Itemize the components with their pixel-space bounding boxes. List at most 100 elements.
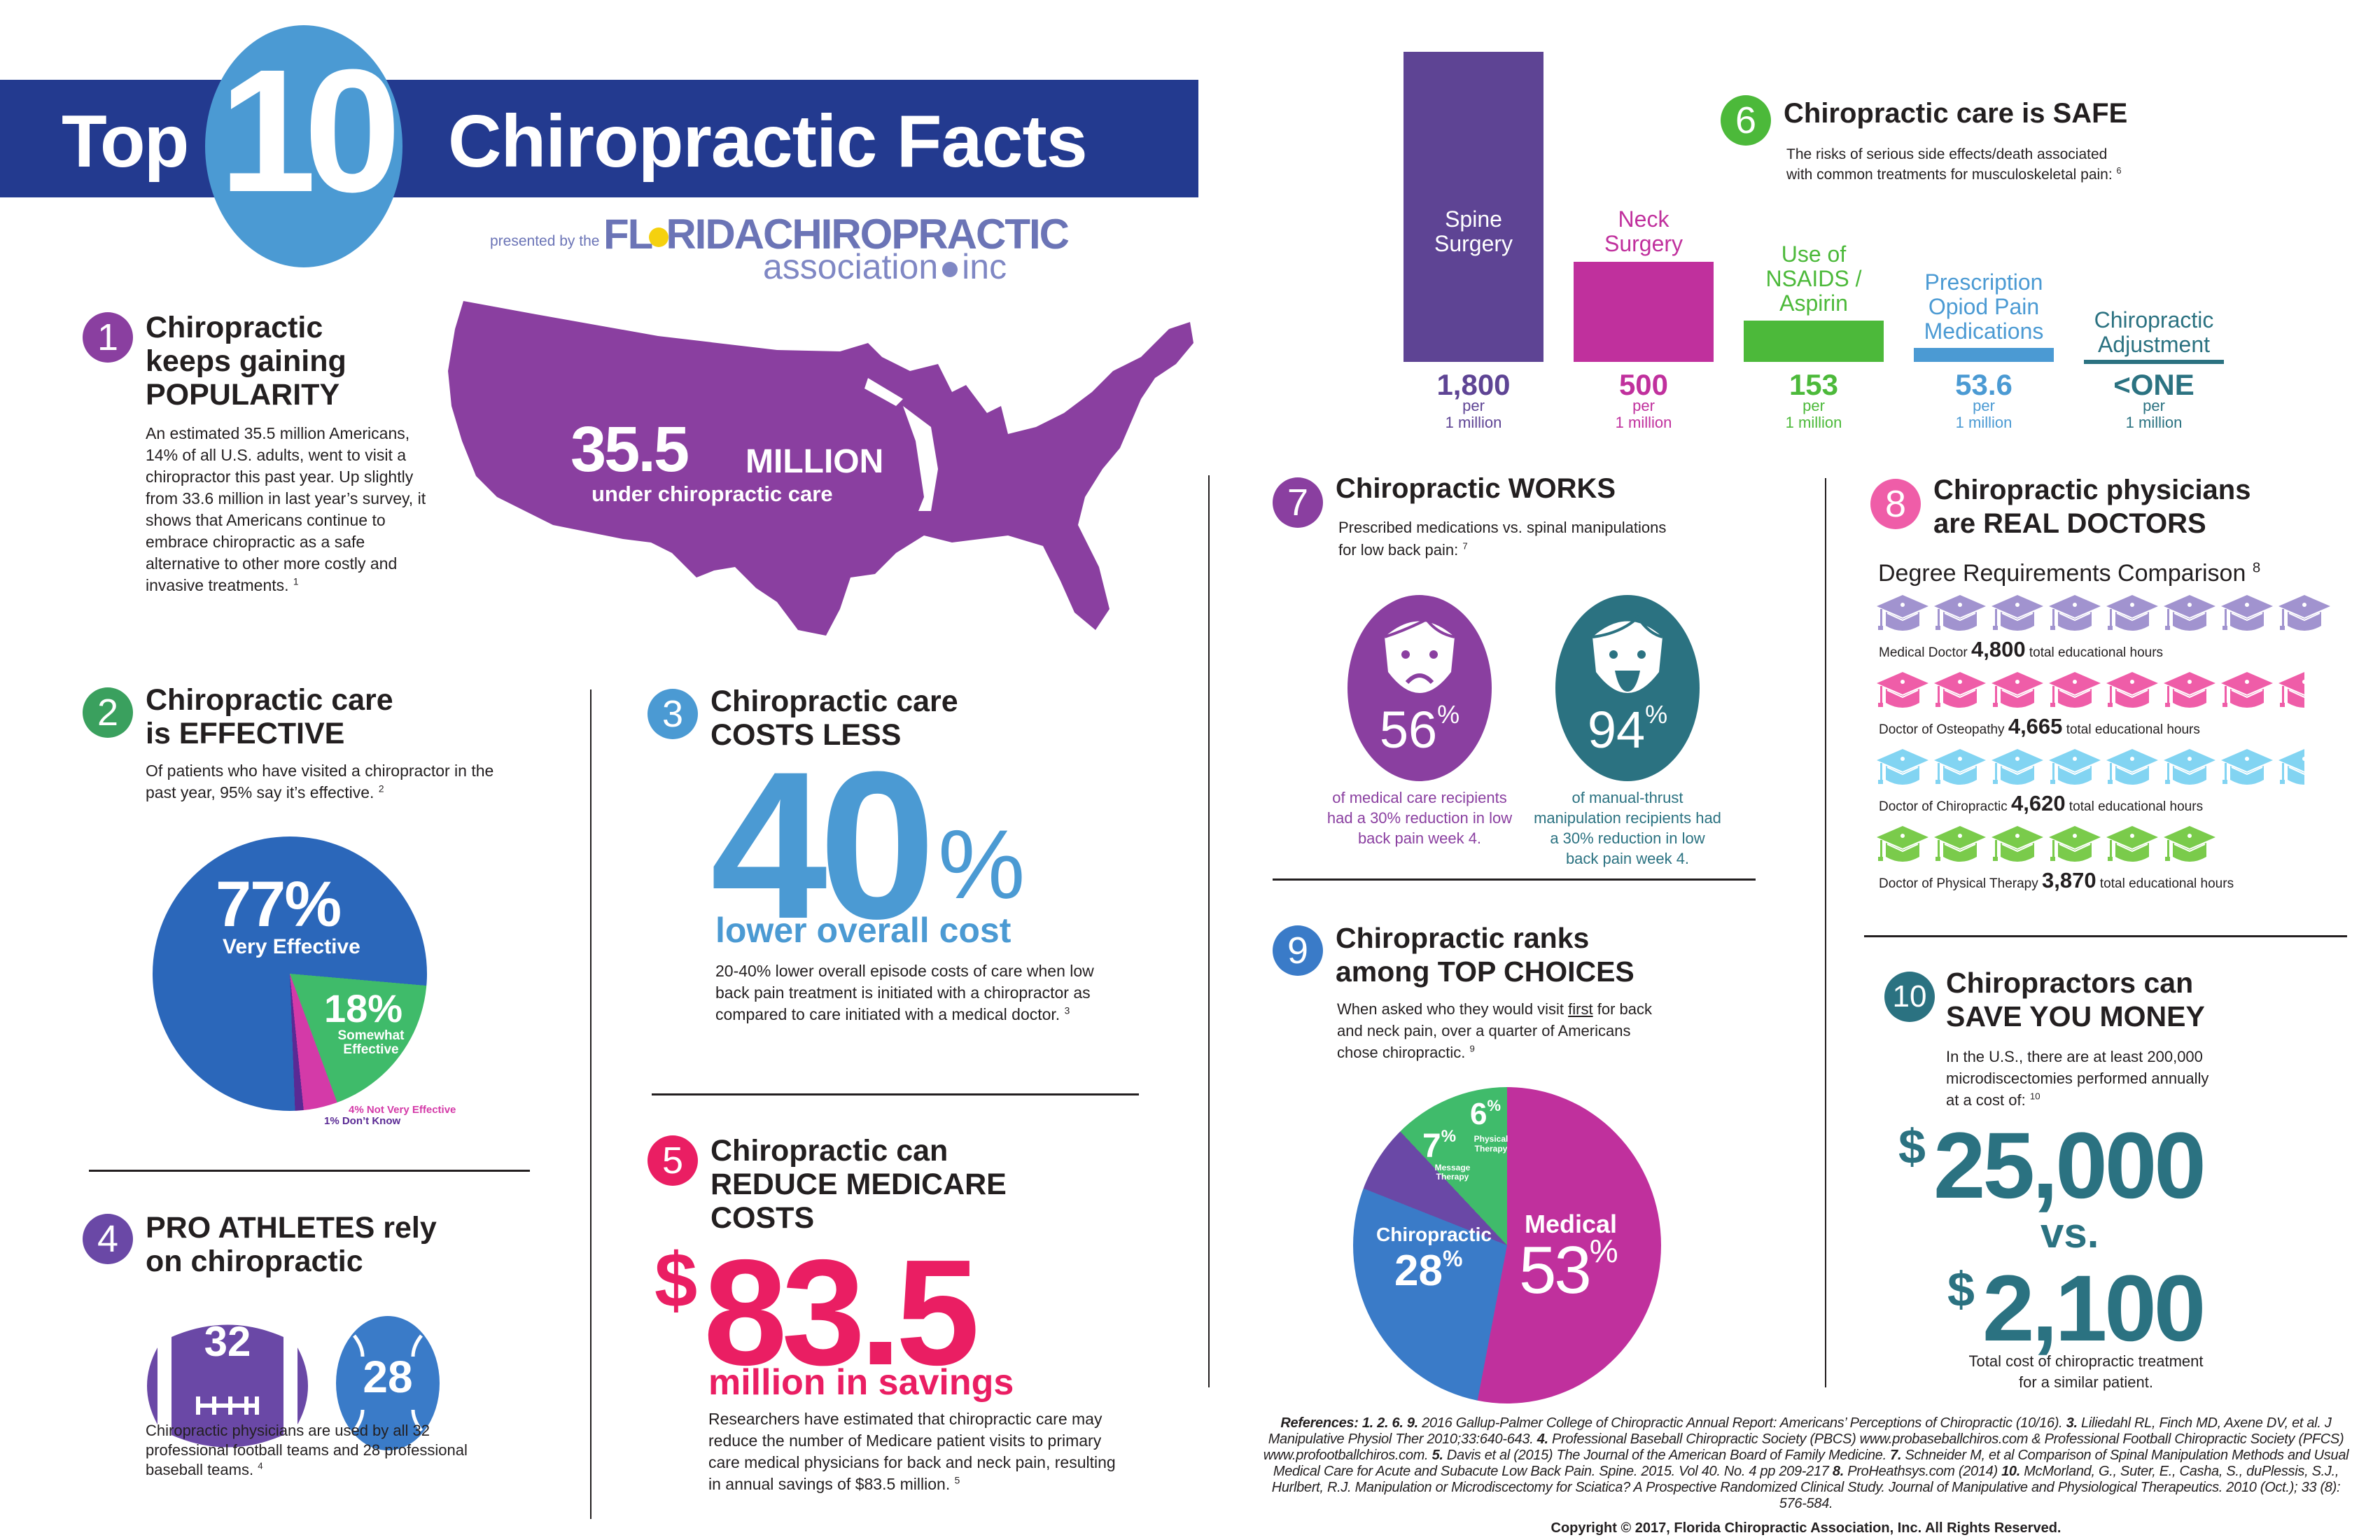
pie2-very-label: Very Effective: [223, 935, 360, 958]
divider: [652, 1093, 1139, 1096]
divider: [89, 1170, 530, 1172]
column-divider: [590, 690, 592, 1519]
bar-neck-value: 500: [1618, 368, 1669, 401]
fact2-title-line2: is EFFECTIVE: [146, 717, 345, 750]
degree-suffix: total educational hours: [2099, 876, 2234, 891]
pie2-somewhat-line1: Somewhat: [337, 1028, 405, 1043]
ref-num: 10.: [2001, 1464, 2021, 1479]
degree-caption: Doctor of Osteopathy 4,665 total educati…: [1879, 714, 2200, 739]
pct-sign: %: [1441, 1127, 1457, 1146]
bar-label-line: Adjustment: [2097, 332, 2211, 357]
fact1-title-line2: keeps gaining: [146, 344, 346, 378]
map-stat-caption: under chiropractic care: [592, 482, 833, 506]
fact3-title-line2: COSTS LESS: [710, 718, 902, 752]
map-stat-unit: MILLION: [746, 443, 884, 480]
us-map-icon: [448, 301, 1194, 636]
ref-num: 8.: [1832, 1464, 1844, 1479]
fact6-body-line1: The risks of serious side effects/death …: [1786, 146, 2108, 162]
fact10-body-line2: microdiscectomies performed annually: [1946, 1070, 2209, 1087]
fact10-ref: 10: [2029, 1091, 2040, 1102]
bar-neck-per: per 1 million: [1574, 398, 1714, 431]
pie2-somewhat-pct: 18%: [324, 986, 403, 1030]
pie2-somewhat-label: Somewhat Effective: [329, 1029, 413, 1057]
fact6-badge: 6: [1721, 95, 1771, 146]
bar-spine-surgery: [1404, 52, 1544, 362]
graduation-cap-icon: [1991, 826, 2043, 862]
fact2-body: Of patients who have visited a chiroprac…: [146, 760, 510, 804]
bar-label-line: Surgery: [1604, 231, 1684, 256]
fact10-caption-line1: Total cost of chiropractic treatment: [1968, 1352, 2204, 1370]
graduation-cap-icon: [1934, 826, 1986, 862]
fact5-subtitle: million in savings: [708, 1362, 1014, 1403]
graduation-cap-icon: [2278, 595, 2330, 631]
ref-text: Liliedahl RL, Finch MD, Axene DV, et al.…: [1268, 1415, 2332, 1447]
graduation-cap-icon: [1934, 595, 1986, 631]
graduation-cap-icon: [2221, 672, 2273, 708]
fact5-title: Chiropractic can REDUCE MEDICARE COSTS: [710, 1134, 1007, 1235]
degree-caption: Doctor of Chiropractic 4,620 total educa…: [1879, 791, 2203, 816]
fact4-body: Chiropractic physicians are used by all …: [146, 1421, 468, 1480]
graduation-cap-icon: [1877, 595, 1928, 631]
fact7-title: Chiropractic WORKS: [1336, 473, 1616, 504]
graduation-cap-icon: [1934, 749, 1986, 785]
fact4-title-line1: PRO ATHLETES rely: [146, 1211, 437, 1245]
pct-sign: %: [1589, 1233, 1618, 1269]
title-banner: [0, 80, 1198, 197]
fact1-body-text: An estimated 35.5 million Americans, 14%…: [146, 424, 426, 594]
bar-opioids: [1914, 348, 2054, 362]
cap-row: [1876, 671, 2304, 718]
fact9-badge: 9: [1273, 925, 1323, 976]
fact1-title: Chiropractic keeps gaining POPULARITY: [146, 311, 346, 412]
fact7-ref: 7: [1462, 540, 1468, 552]
fact6-ref: 6: [2116, 166, 2122, 176]
degree-hours: 3,870: [2042, 868, 2096, 892]
fact9-title: Chiropractic ranks among TOP CHOICES: [1336, 921, 1634, 988]
cap-row: [1876, 748, 2304, 794]
fact3-ref: 3: [1064, 1005, 1070, 1016]
bar-neck-label: Neck Surgery: [1574, 207, 1714, 256]
logo-sun-icon: [649, 227, 669, 248]
fact2-body-text: Of patients who have visited a chiroprac…: [146, 762, 494, 802]
fact5-dollar: $: [654, 1238, 698, 1324]
medical-care-pct: 56%: [1348, 700, 1492, 760]
pct-number: 6: [1470, 1097, 1488, 1131]
fact8-title-line1: Chiropractic physicians: [1933, 475, 2251, 505]
effectiveness-pie-chart: [153, 836, 427, 1111]
fact3-body-text: 20-40% lower overall episode costs of ca…: [715, 962, 1094, 1023]
fact9-ref: 9: [1469, 1043, 1475, 1054]
bar-label-line: Spine: [1445, 206, 1502, 232]
references: References: 1. 2. 6. 9. 2016 Gallup-Palm…: [1260, 1415, 2352, 1512]
bar-chiro-label: Chiropractic Adjustment: [2077, 308, 2231, 357]
degree-hours: 4,665: [2008, 714, 2063, 738]
label-line: Therapy: [1474, 1144, 1508, 1154]
degree-label: Medical Doctor: [1879, 645, 1968, 660]
fact1-title-line3: POPULARITY: [146, 378, 340, 412]
label-line: Message: [1434, 1163, 1471, 1172]
fact5-title-line2: REDUCE MEDICARE: [710, 1168, 1007, 1201]
graduation-cap-icon: [2106, 826, 2158, 862]
fact9-body: When asked who they would visit first fo…: [1337, 998, 1652, 1063]
cost-surgery-dollar: $: [1898, 1119, 1926, 1174]
per-text: 1 million: [1785, 414, 1842, 431]
fact10-title-line2: SAVE YOU MONEY: [1946, 1000, 2205, 1032]
pie9-massage-label: Message Therapy: [1428, 1163, 1477, 1182]
fact7-badge: 7: [1273, 477, 1323, 528]
graduation-cap-icon: [2049, 826, 2101, 862]
fact5-big-number: 83.5: [704, 1228, 979, 1396]
pct-number: 7: [1422, 1128, 1441, 1165]
graduation-cap-icon: [2049, 749, 2101, 785]
ref-text: Professional Baseball Chiropractic Socie…: [1263, 1432, 2344, 1463]
manipulation-caption: of manual-thrust manipulation recipients…: [1534, 789, 1721, 867]
bar-nsaids: [1744, 321, 1884, 362]
degree-caption: Medical Doctor 4,800 total educational h…: [1879, 637, 2163, 662]
fact10-body-line1: In the U.S., there are at least 200,000: [1946, 1048, 2203, 1065]
graduation-cap-icon: [1991, 749, 2043, 785]
per-text: 1 million: [1615, 414, 1672, 431]
map-stat-number: 35.5: [570, 414, 690, 485]
logo-text-fl: FL: [603, 211, 653, 258]
divider: [1273, 878, 1756, 881]
fact9-body-line2: and neck pain, over a quarter of America…: [1337, 1022, 1631, 1040]
ten-circle: [205, 25, 402, 267]
fact2-title: Chiropractic care is EFFECTIVE: [146, 683, 393, 750]
sad-face-icon: [1384, 617, 1455, 693]
